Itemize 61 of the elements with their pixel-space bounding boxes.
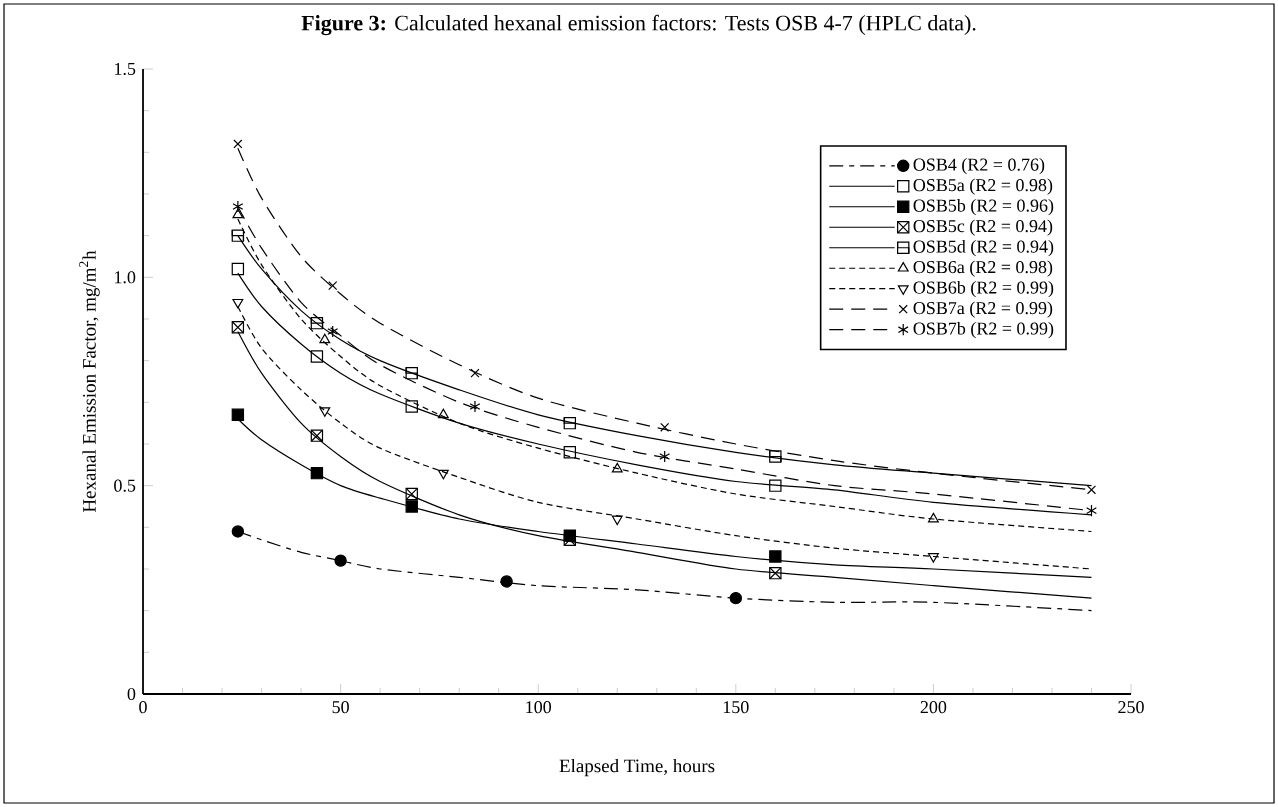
legend-label: OSB5b (R2 = 0.96) [913,199,1054,216]
point [500,575,513,588]
x-tick-label: 0 [139,701,147,714]
point [310,429,324,442]
point [437,469,449,480]
legend-label: OSB5a (R2 = 0.98) [913,178,1053,195]
point [611,515,623,526]
point [729,591,743,605]
point [660,422,670,432]
point [310,466,324,480]
point [563,416,577,430]
point [769,479,782,492]
point [405,366,418,380]
point [334,554,347,567]
point [769,550,782,563]
point [231,525,245,538]
y-tick-label: 1.0 [115,271,136,284]
point [310,350,324,363]
point [563,446,577,459]
point [232,298,244,309]
point [611,462,623,473]
point [327,325,339,338]
x-tick-label: 100 [526,701,552,714]
point [233,139,243,149]
legend-label: OSB6b (R2 = 0.99) [913,280,1054,298]
point [437,408,449,419]
point [319,407,331,417]
y-axis-title: Hexanal Emission Factor, mg/m$^{2}$h [79,250,100,513]
point [310,316,324,330]
x-axis-title: Elapsed Time, hours [559,758,715,777]
x-tick-label: 50 [332,701,349,714]
legend-label: OSB5d (R2 = 0.94) [913,240,1054,257]
point [405,500,418,513]
x-tick-label: 200 [920,701,947,714]
point [769,450,782,463]
point [1086,485,1097,495]
y-tick-label: 1.5 [115,62,136,76]
legend-label: OSB7b (R2 = 0.99) [913,321,1054,339]
point [563,533,577,547]
legend-label: OSB6a (R2 = 0.98) [913,260,1053,277]
point [231,262,245,276]
x-tick-label: 150 [723,701,749,714]
x-tick-label: 250 [1118,701,1144,714]
point [319,333,331,344]
point [927,512,939,523]
legend-label: OSB7a (R2 = 0.99) [913,301,1053,318]
point [769,566,782,580]
legend-label: OSB4 (R2 = 0.76) [913,158,1045,175]
point [405,400,418,413]
point [659,450,671,463]
point [405,487,418,501]
y-tick-label: 0 [127,687,136,701]
point [927,553,939,563]
point [470,368,480,378]
point [328,281,338,291]
point [469,400,481,413]
legend-label: OSB5c (R2 = 0.94) [913,219,1053,236]
point [231,321,245,334]
point [231,408,245,422]
chart-title: Figure 3: Calculated hexanal emission factors: Tests OSB 4-7 (HPLC data). [301,14,976,36]
y-tick-label: 0.5 [114,479,136,492]
